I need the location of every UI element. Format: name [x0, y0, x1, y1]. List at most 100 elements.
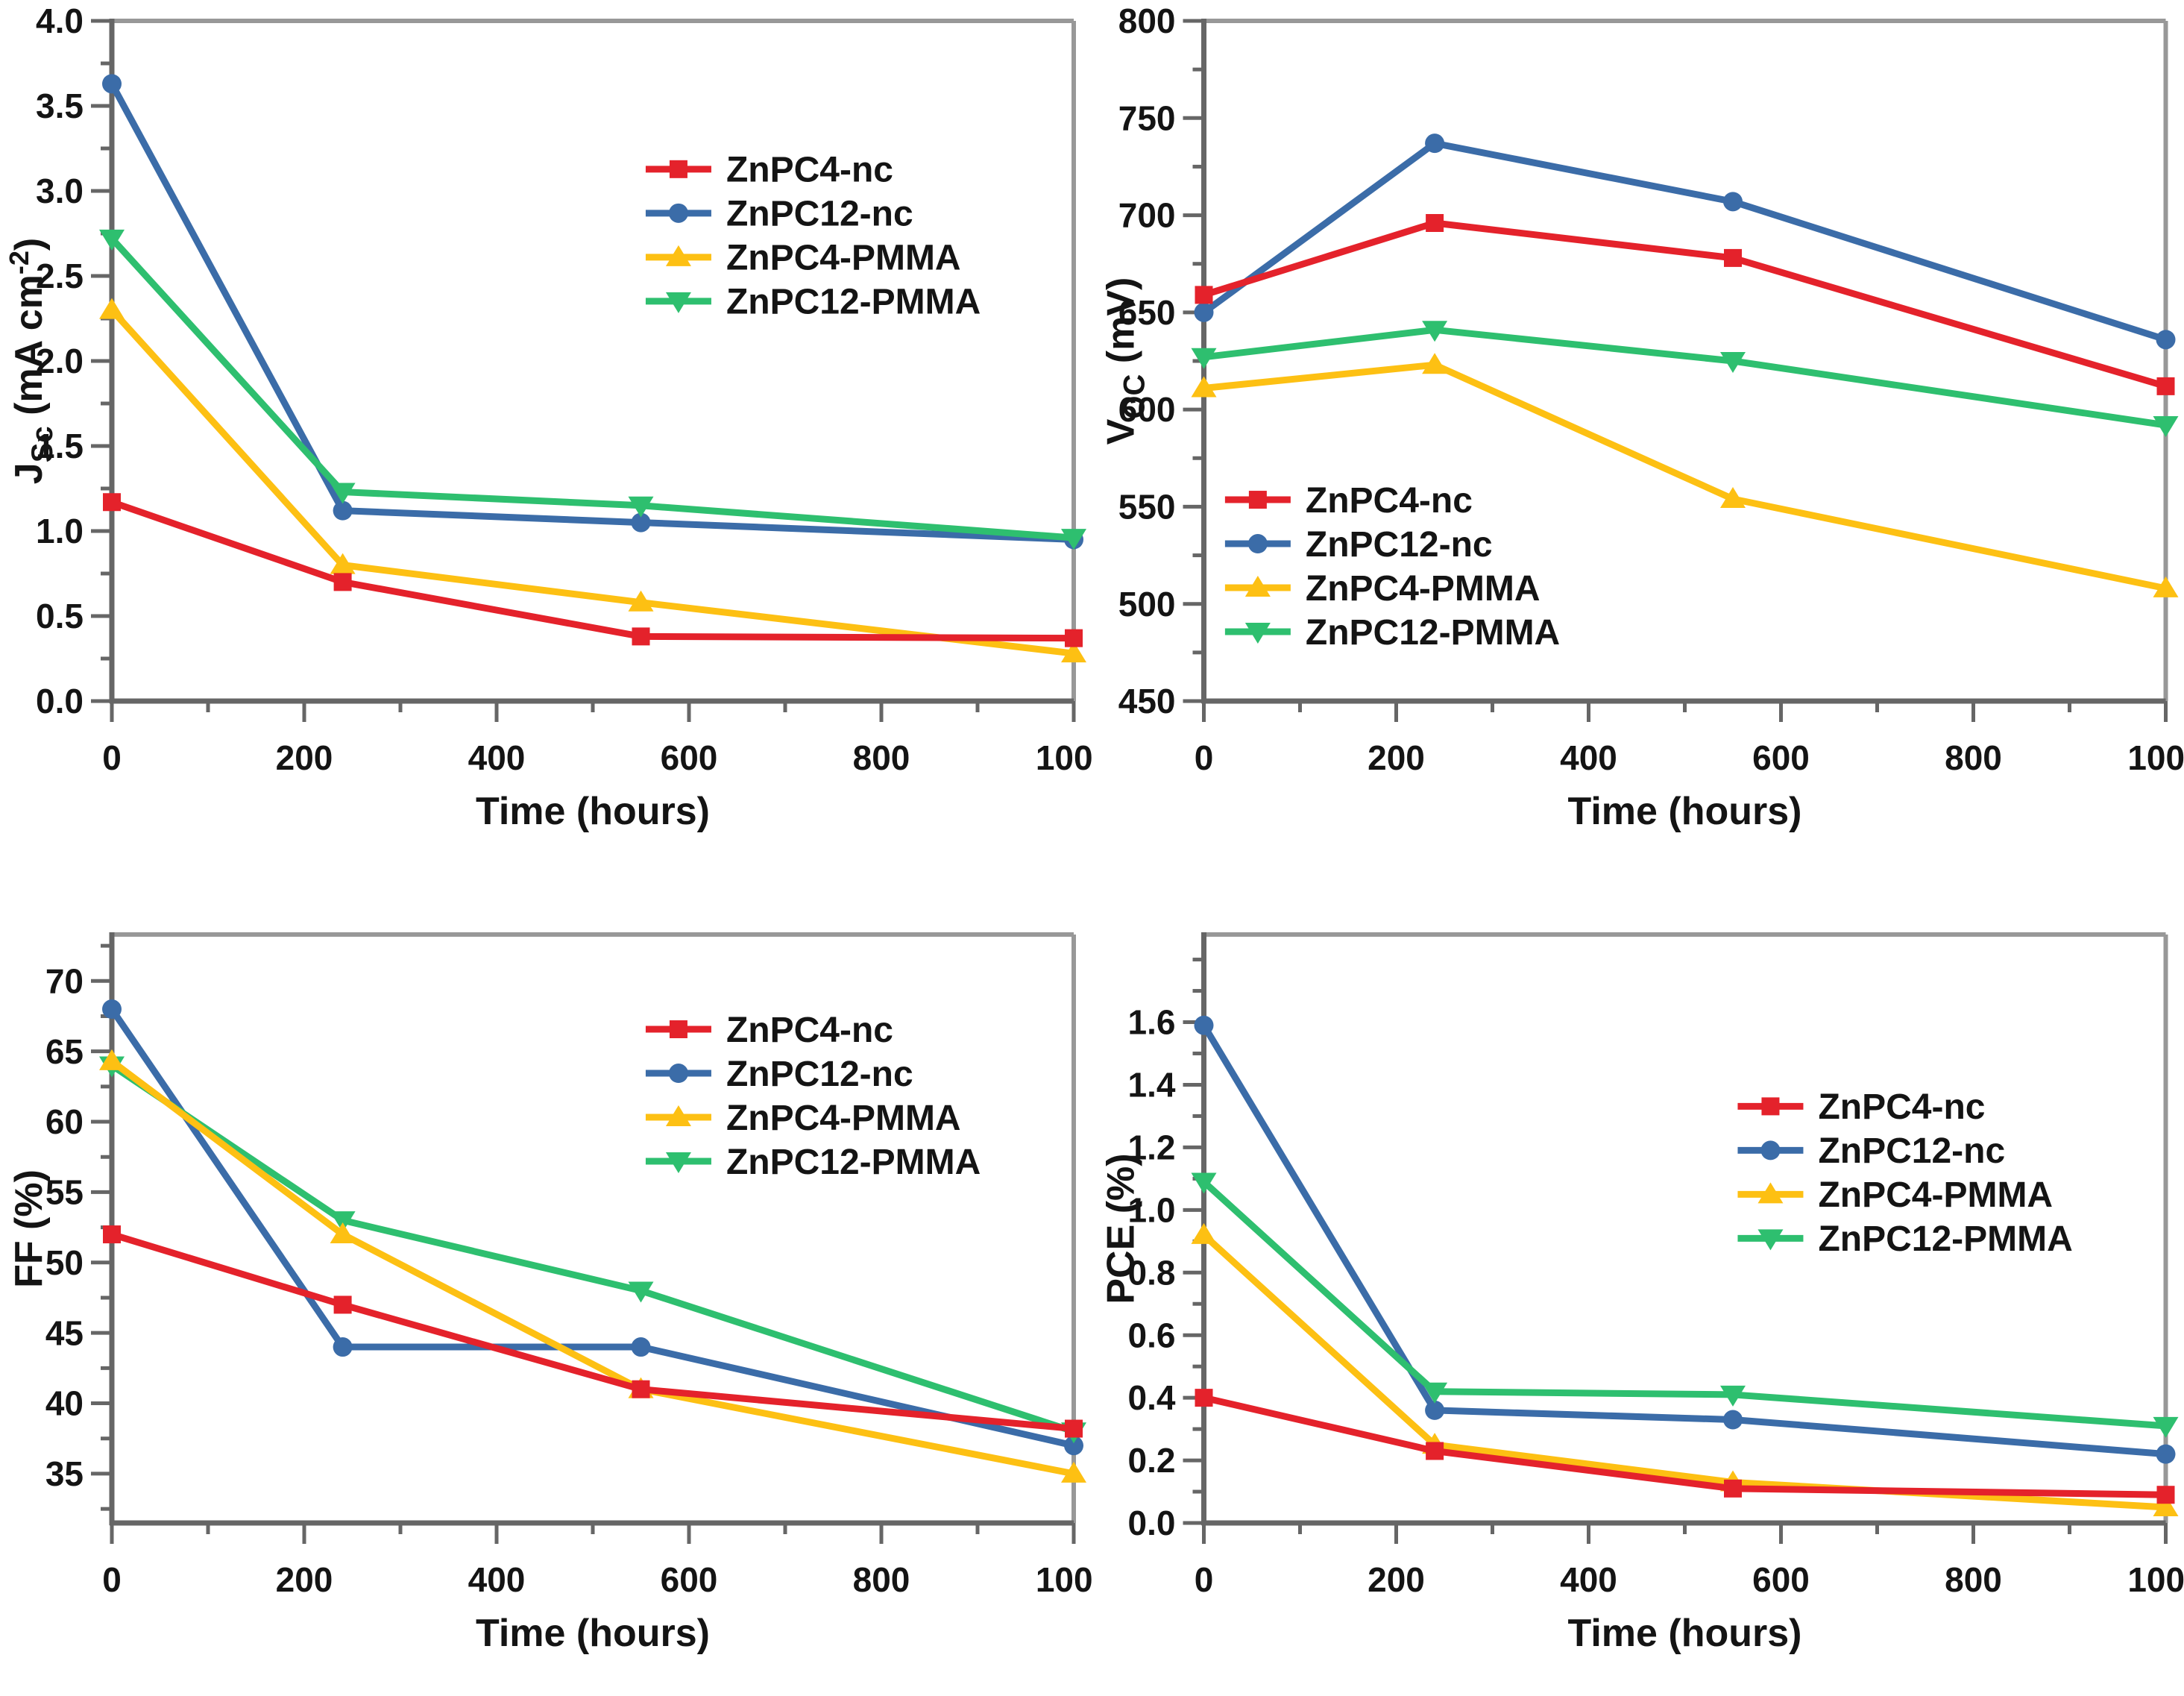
- series-marker-ZnPC12-PMMA: [1191, 1172, 1217, 1194]
- legend-marker: [668, 1064, 688, 1084]
- series-marker-ZnPC12-nc: [631, 1337, 651, 1357]
- x-axis-ticks: 0 200 400 600 800 1000: [102, 1523, 1092, 1599]
- legend-item-ZnPC12-nc: ZnPC12-nc: [1737, 1131, 2005, 1171]
- legend-label: ZnPC12-nc: [726, 195, 913, 234]
- series-line-ZnPC4-PMMA: [1200, 361, 2169, 592]
- pce-plot: 0.0 0.2 0.4 0.6 0.8 1.0 1.2 1.4 1.6 0 200 400 600 800…: [1100, 932, 2184, 1655]
- chart-jsc: 0.0 0.5 1.0 1.5 2.0 2.5 3.0 3.5 4.0 0 200 400 600 800…: [0, 0, 1092, 848]
- series-marker-ZnPC4-PMMA: [628, 590, 654, 612]
- series-marker-ZnPC12-nc: [102, 74, 122, 94]
- jsc-plot: 0.0 0.5 1.0 1.5 2.0 2.5 3.0 3.5 4.0 0 200 400 600 800…: [4, 1, 1092, 833]
- x-axis-label: Time (hours): [1568, 1612, 1802, 1655]
- legend-item-ZnPC4-nc: ZnPC4-nc: [645, 151, 893, 190]
- series-marker-ZnPC4-PMMA: [2153, 1495, 2179, 1517]
- y-axis-label: JSc (mA cm-2): [4, 238, 59, 484]
- series-marker-ZnPC4-nc: [2156, 377, 2175, 395]
- series-marker-ZnPC4-PMMA: [1720, 487, 1746, 509]
- x-axis-label: Time (hours): [476, 1612, 710, 1655]
- x-axis-ticks: 0 200 400 600 800 1000: [102, 701, 1092, 777]
- series-marker-ZnPC4-PMMA: [99, 298, 125, 319]
- ff-plot: 35 40 45 50 55 60 65 70 0 200 400 600 800 1000 Time (h…: [7, 932, 1092, 1655]
- x-tick-label: 200: [276, 1560, 333, 1599]
- y-tick-label: 0.2: [1128, 1441, 1176, 1480]
- series-marker-ZnPC12-nc: [333, 500, 353, 521]
- y-tick-label: 750: [1118, 98, 1176, 137]
- y-tick-label: 35: [45, 1454, 84, 1493]
- series-marker-ZnPC12-nc: [1194, 1015, 1214, 1035]
- series-marker-ZnPC12-nc: [333, 1337, 353, 1357]
- x-tick-label: 200: [276, 738, 333, 777]
- legend-item-ZnPC12-PMMA: ZnPC12-PMMA: [1224, 613, 1560, 653]
- legend-label: ZnPC12-PMMA: [726, 1143, 981, 1182]
- legend-item-ZnPC12-PMMA: ZnPC12-PMMA: [645, 1143, 981, 1182]
- y-tick-label: 500: [1118, 585, 1176, 624]
- y-tick-label: 0.6: [1128, 1316, 1176, 1354]
- y-tick-label: 550: [1118, 488, 1176, 527]
- legend-label: ZnPC12-nc: [726, 1055, 913, 1094]
- series-marker-ZnPC12-PMMA: [1061, 529, 1086, 550]
- series-group: [1191, 1015, 2179, 1517]
- series-marker-ZnPC12-nc: [1194, 302, 1214, 322]
- y-tick-label: 2.5: [36, 257, 84, 295]
- y-tick-label: 650: [1118, 293, 1176, 332]
- series-line-ZnPC4-PMMA: [108, 307, 1077, 657]
- x-tick-label: 1000: [1036, 1560, 1092, 1599]
- x-tick-label: 200: [1368, 1560, 1425, 1599]
- series-marker-ZnPC12-nc: [1723, 192, 1743, 212]
- legend-marker: [669, 160, 687, 178]
- series-group: [99, 74, 1086, 663]
- series-marker-ZnPC4-nc: [1426, 1442, 1444, 1460]
- legend-item-ZnPC4-nc: ZnPC4-nc: [1737, 1087, 1985, 1127]
- series-marker-ZnPC12-PMMA: [1720, 1385, 1746, 1407]
- legend-item-ZnPC4-PMMA: ZnPC4-PMMA: [1224, 569, 1541, 609]
- series-marker-ZnPC12-nc: [1723, 1410, 1743, 1430]
- y-tick-label: 3.0: [36, 172, 84, 210]
- legend-marker: [665, 292, 691, 313]
- x-tick-label: 1000: [2127, 738, 2184, 777]
- y-tick-label: 45: [45, 1313, 84, 1352]
- chart-ff: 35 40 45 50 55 60 65 70 0 200 400 600 800 1000 Time (h…: [0, 848, 1092, 1696]
- series-marker-ZnPC12-PMMA: [330, 483, 356, 504]
- y-tick-label: 65: [45, 1032, 84, 1071]
- legend-marker: [665, 1152, 691, 1174]
- y-tick-label: 800: [1118, 1, 1176, 40]
- series-line-ZnPC12-nc: [1200, 1022, 2169, 1458]
- legend-item-ZnPC4-PMMA: ZnPC4-PMMA: [1737, 1175, 2053, 1215]
- series-marker-ZnPC4-nc: [1195, 286, 1213, 304]
- y-tick-label: 1.4: [1128, 1066, 1176, 1105]
- y-tick-label: 1.5: [36, 427, 84, 465]
- legend-label: ZnPC4-PMMA: [726, 239, 961, 278]
- series-line-ZnPC12-nc: [108, 1005, 1077, 1449]
- y-axis-ticks: 35 40 45 50 55 60 65 70: [45, 943, 112, 1511]
- x-tick-label: 1000: [1036, 738, 1092, 777]
- series-marker-ZnPC4-nc: [632, 627, 650, 646]
- legend-marker: [669, 1020, 687, 1039]
- legend-label: ZnPC12-nc: [1306, 525, 1493, 565]
- series-line-ZnPC4-nc: [108, 498, 1077, 642]
- x-tick-label: 1000: [2127, 1560, 2184, 1599]
- legend-marker: [665, 245, 691, 266]
- y-axis-label: VOC (mV): [1100, 277, 1151, 445]
- x-axis-ticks: 0 200 400 600 800 1000: [1195, 701, 2184, 777]
- series-marker-ZnPC12-PMMA: [2153, 415, 2179, 437]
- series-marker-ZnPC4-PMMA: [330, 1222, 356, 1244]
- legend-label: ZnPC12-PMMA: [1306, 613, 1560, 653]
- legend-label: ZnPC4-PMMA: [1306, 569, 1541, 609]
- legend-label: ZnPC4-PMMA: [726, 1099, 961, 1138]
- y-tick-label: 1.6: [1128, 1003, 1176, 1042]
- x-tick-label: 0: [102, 1560, 122, 1599]
- legend-item-ZnPC4-PMMA: ZnPC4-PMMA: [645, 1099, 961, 1138]
- legend-item-ZnPC12-nc: ZnPC12-nc: [1224, 525, 1493, 565]
- series-marker-ZnPC4-PMMA: [1191, 376, 1217, 398]
- legend-label: ZnPC4-PMMA: [1818, 1175, 2053, 1215]
- chart-voc: 450 500 550 600 650 700 750 800 0 200 400 600 800 100…: [1092, 0, 2184, 848]
- legend-label: ZnPC4-nc: [726, 1011, 893, 1050]
- series-line-ZnPC4-nc: [108, 1231, 1077, 1433]
- series-line-ZnPC4-nc: [1200, 1394, 2169, 1498]
- series-marker-ZnPC4-nc: [1724, 1479, 1742, 1498]
- series-marker-ZnPC12-PMMA: [628, 496, 654, 518]
- y-axis-label: PCE (%): [1100, 1153, 1143, 1304]
- y-tick-label: 450: [1118, 682, 1176, 720]
- legend-item-ZnPC12-nc: ZnPC12-nc: [645, 195, 913, 234]
